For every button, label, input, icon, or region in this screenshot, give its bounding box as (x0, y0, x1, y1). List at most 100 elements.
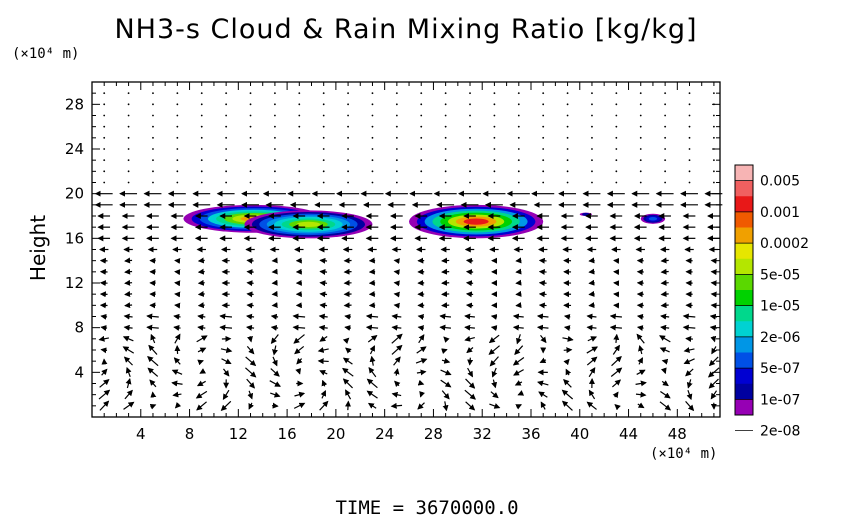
wind-vector-617 (566, 148, 569, 150)
wind-vector-62 (342, 378, 353, 389)
wind-vector-125 (611, 355, 622, 367)
wind-vector-524 (200, 181, 203, 184)
wind-vector-651 (127, 125, 130, 128)
wind-vector-227 (563, 313, 571, 320)
wind-vector-196 (439, 324, 451, 331)
wind-vector-235 (124, 302, 133, 309)
wind-vector-233 (709, 313, 718, 320)
wind-vector-106 (147, 356, 159, 367)
wind-vector-33 (270, 391, 281, 398)
wind-vector-633 (322, 136, 325, 139)
wind-vector-316 (197, 268, 205, 275)
wind-vector-520 (103, 181, 106, 184)
wind-vector-166 (342, 337, 350, 344)
wind-vector-737 (322, 92, 325, 95)
wind-vector-197 (464, 324, 475, 331)
wind-vector-587 (469, 159, 471, 162)
wind-vector-545 (713, 181, 715, 184)
wind-vector-693 (517, 114, 520, 117)
wind-vector-660 (347, 125, 349, 128)
wind-vector-604 (249, 148, 252, 150)
wind-vector-697 (615, 114, 618, 117)
wind-vector-565 (566, 170, 569, 173)
wind-vector-358 (588, 257, 595, 264)
wind-vector-171 (464, 335, 475, 342)
wind-vector-121 (512, 356, 525, 366)
wind-vector-668 (542, 125, 545, 128)
wind-vector-31 (222, 389, 230, 401)
wind-vector-94 (491, 367, 498, 378)
wind-vector-174 (540, 334, 547, 344)
wind-vector-347 (319, 257, 328, 264)
wind-vector-34 (294, 391, 306, 398)
wind-vector-546 (103, 170, 106, 173)
wind-vector-0 (99, 400, 110, 411)
wind-vector-71 (563, 379, 572, 388)
wind-vector-692 (493, 114, 496, 117)
wind-vector-571 (713, 170, 715, 173)
wind-vector-753 (713, 92, 715, 95)
wind-vector-578 (249, 159, 252, 162)
wind-vector-618 (591, 148, 593, 150)
wind-vector-572 (103, 159, 106, 162)
wind-vector-27 (124, 389, 133, 400)
wind-vector-301 (465, 280, 474, 287)
colorbar-label-6: 5e-07 (760, 361, 800, 377)
wind-vector-744 (493, 92, 496, 95)
wind-vector-621 (664, 148, 667, 150)
wind-vector-126 (637, 357, 644, 365)
wind-vector-184 (146, 324, 159, 331)
wind-vector-84 (245, 367, 257, 378)
wind-vector-557 (371, 170, 374, 173)
wind-vector-162 (247, 335, 253, 343)
wind-vector-66 (440, 379, 452, 388)
wind-vector-616 (542, 148, 545, 150)
wind-vector-75 (661, 380, 669, 387)
wind-vector-272 (393, 291, 400, 298)
wind-vector-202 (586, 324, 597, 331)
cloud-region-1-level-7 (296, 221, 321, 227)
wind-vector-246 (393, 302, 400, 309)
wind-vector-36 (345, 389, 352, 400)
wind-vector-180 (685, 335, 693, 342)
x-tick-label-36: 36 (521, 425, 540, 443)
wind-vector-224 (490, 313, 498, 320)
wind-vector-13 (417, 402, 425, 410)
wind-vector-577 (225, 159, 228, 162)
wind-vector-123 (563, 358, 570, 366)
wind-vector-18 (540, 401, 547, 410)
wind-vector-645 (615, 136, 618, 139)
wind-vector-65 (417, 379, 425, 386)
wind-vector-85 (270, 368, 280, 377)
wind-vector-553 (274, 170, 276, 173)
wind-vector-205 (660, 324, 670, 331)
wind-vector-195 (417, 325, 425, 332)
wind-vector-355 (515, 257, 522, 264)
wind-vector-80 (147, 367, 159, 377)
plot-frame (91, 81, 721, 418)
wind-vector-614 (493, 148, 496, 150)
wind-vector-113 (317, 358, 329, 365)
wind-vector-50 (686, 389, 693, 401)
wind-vector-327 (465, 269, 474, 275)
wind-vector-725 (664, 103, 667, 106)
wind-vector-682 (249, 114, 252, 117)
wind-vector-283 (660, 291, 669, 298)
wind-vector-353 (465, 257, 474, 264)
wind-vector-708 (249, 103, 252, 106)
colorbar-swatch-12 (735, 352, 753, 369)
wind-vector-573 (127, 159, 130, 162)
y-tick-label-24: 24 (65, 140, 84, 158)
wind-vector-733 (225, 92, 228, 95)
wind-vector-696 (591, 114, 593, 117)
wind-vector-257 (660, 302, 669, 309)
wind-vector-548 (152, 170, 154, 173)
wind-vector-170 (443, 336, 450, 343)
wind-vector-712 (347, 103, 349, 106)
wind-vector-728 (103, 92, 106, 95)
wind-vector-551 (225, 170, 228, 173)
wind-vector-586 (444, 159, 447, 162)
wind-vector-292 (246, 280, 254, 287)
wind-vector-740 (395, 92, 398, 95)
wind-vector-191 (318, 324, 328, 331)
